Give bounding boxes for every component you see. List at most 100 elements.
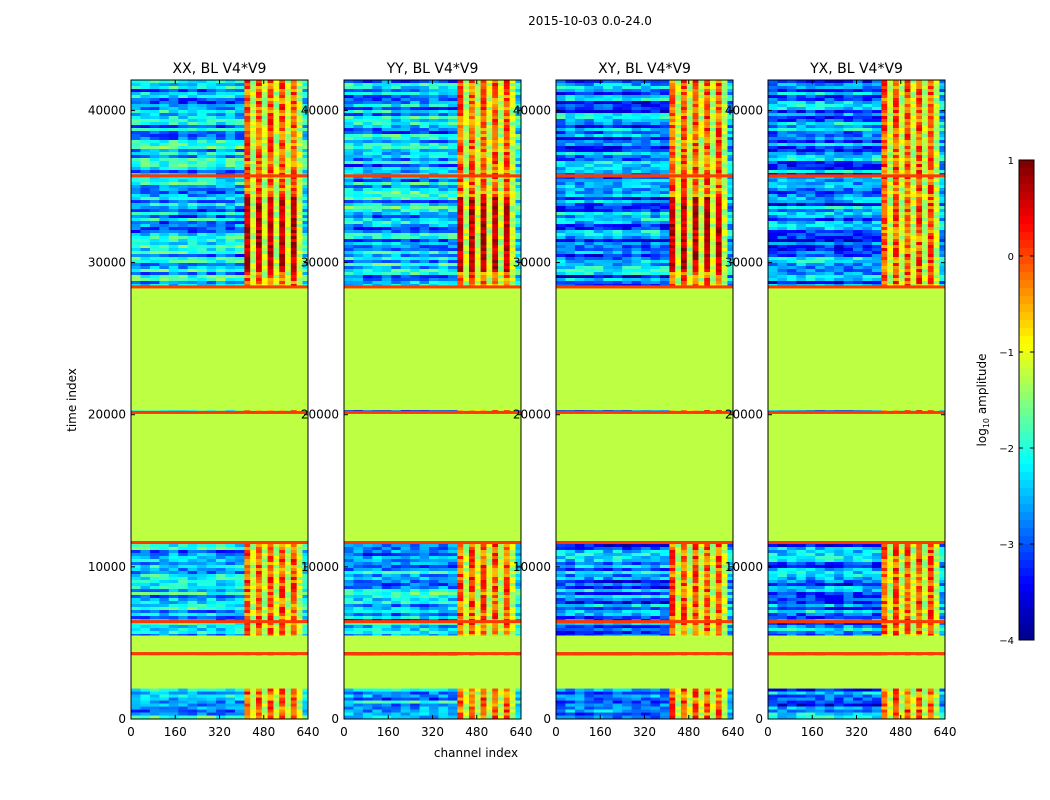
rfi-line <box>556 410 733 414</box>
heatmap-image <box>344 80 521 719</box>
x-tick-label: 640 <box>722 725 745 739</box>
y-tick-label: 20000 <box>513 408 551 422</box>
colorbar-swatch <box>1019 544 1034 553</box>
y-tick-label: 10000 <box>513 560 551 574</box>
y-tick-label: 40000 <box>513 103 551 117</box>
rfi-line <box>344 652 521 656</box>
panel-title: XY, BL V4*V9 <box>598 61 691 77</box>
x-tick-label: 0 <box>552 725 560 739</box>
y-tick-label: 10000 <box>88 560 126 574</box>
y-tick-label: 40000 <box>725 103 763 117</box>
colorbar-swatch <box>1019 192 1034 201</box>
colorbar-swatch <box>1019 400 1034 409</box>
y-tick-label: 0 <box>118 712 126 726</box>
colorbar-tick-label: −4 <box>999 636 1014 647</box>
heatmap-panel-2: XY, BL V4*V9 0 160 320 480 640 0 10000 20000 3000… <box>513 61 745 739</box>
y-tick-label: 0 <box>755 712 763 726</box>
x-tick-label: 640 <box>297 725 320 739</box>
heatmap-panel-0: XX, BL V4*V9 0 160 320 480 640 0 10000 20000 3000… <box>88 61 320 739</box>
colorbar-swatch <box>1019 616 1034 625</box>
rfi-line <box>768 541 945 545</box>
rfi-line <box>556 174 733 178</box>
y-tick-label: 10000 <box>301 560 339 574</box>
colorbar-frame <box>1018 159 1035 641</box>
rfi-line <box>556 541 733 545</box>
rfi-line <box>768 652 945 656</box>
heatmap-panel-1: YY, BL V4*V9 0 160 320 480 640 0 10000 20000 3000… <box>301 61 533 739</box>
colorbar-swatch <box>1019 536 1034 545</box>
colorbar-swatch <box>1019 560 1034 569</box>
rfi-line <box>768 285 945 289</box>
rfi-line <box>344 285 521 289</box>
colorbar-swatch <box>1019 248 1034 257</box>
colorbar-swatch <box>1019 240 1034 249</box>
colorbar-swatch <box>1019 424 1034 433</box>
rfi-line <box>131 174 308 178</box>
x-tick-label: 480 <box>465 725 488 739</box>
x-tick-label: 480 <box>889 725 912 739</box>
colorbar-swatch <box>1019 408 1034 417</box>
colorbar-tick-label: 1 <box>1008 156 1014 167</box>
colorbar-swatch <box>1019 392 1034 401</box>
rfi-line <box>768 620 945 624</box>
colorbar-swatch <box>1019 200 1034 209</box>
y-tick-label: 20000 <box>88 408 126 422</box>
colorbar-swatch <box>1019 608 1034 617</box>
panel-title: XX, BL V4*V9 <box>173 61 267 77</box>
x-tick-label: 160 <box>164 725 187 739</box>
y-tick-label: 30000 <box>513 256 551 270</box>
x-tick-label: 160 <box>801 725 824 739</box>
colorbar-swatch <box>1019 288 1034 297</box>
rfi-line <box>768 410 945 414</box>
colorbar-swatch <box>1019 488 1034 497</box>
rfi-line <box>131 652 308 656</box>
colorbar-swatch <box>1019 320 1034 329</box>
colorbar-swatch <box>1019 512 1034 521</box>
colorbar-swatch <box>1019 592 1034 601</box>
y-tick-label: 30000 <box>88 256 126 270</box>
colorbar-swatch <box>1019 600 1034 609</box>
y-tick-label: 20000 <box>301 408 339 422</box>
colorbar-swatch <box>1019 360 1034 369</box>
colorbar-swatch <box>1019 528 1034 537</box>
colorbar-swatch <box>1019 344 1034 353</box>
colorbar-swatch <box>1019 568 1034 577</box>
colorbar-swatch <box>1019 256 1034 265</box>
y-tick-label: 20000 <box>725 408 763 422</box>
colorbar-swatch <box>1019 208 1034 217</box>
panel-title: YY, BL V4*V9 <box>386 61 479 77</box>
x-tick-label: 480 <box>677 725 700 739</box>
x-tick-label: 320 <box>421 725 444 739</box>
colorbar-swatch <box>1019 168 1034 177</box>
colorbar-group: 1 0 −1 −2 −3 −4 log10 amplitude <box>975 156 1035 647</box>
rfi-line <box>556 285 733 289</box>
colorbar-swatch <box>1019 416 1034 425</box>
y-axis-label: time index <box>65 368 79 432</box>
colorbar-tick-label: 0 <box>1008 252 1014 263</box>
colorbar-swatch <box>1019 496 1034 505</box>
heatmap-image <box>131 80 308 719</box>
colorbar-swatch <box>1019 224 1034 233</box>
rfi-line <box>344 410 521 414</box>
colorbar-swatch <box>1019 184 1034 193</box>
x-tick-label: 640 <box>510 725 533 739</box>
y-tick-label: 30000 <box>725 256 763 270</box>
panel-title: YX, BL V4*V9 <box>809 61 903 77</box>
colorbar-swatch <box>1019 480 1034 489</box>
colorbar-swatch <box>1019 632 1034 641</box>
colorbar-swatch <box>1019 376 1034 385</box>
colorbar-swatch <box>1019 280 1034 289</box>
heatmap-image <box>768 80 945 719</box>
rfi-line <box>344 541 521 545</box>
colorbar-swatch <box>1019 232 1034 241</box>
colorbar-swatch <box>1019 328 1034 337</box>
colorbar-swatch <box>1019 312 1034 321</box>
rfi-line <box>556 620 733 624</box>
x-tick-label: 0 <box>764 725 772 739</box>
rfi-line <box>768 174 945 178</box>
x-tick-label: 160 <box>589 725 612 739</box>
colorbar-swatch <box>1019 264 1034 273</box>
colorbar-swatch <box>1019 448 1034 457</box>
colorbar-swatch <box>1019 432 1034 441</box>
